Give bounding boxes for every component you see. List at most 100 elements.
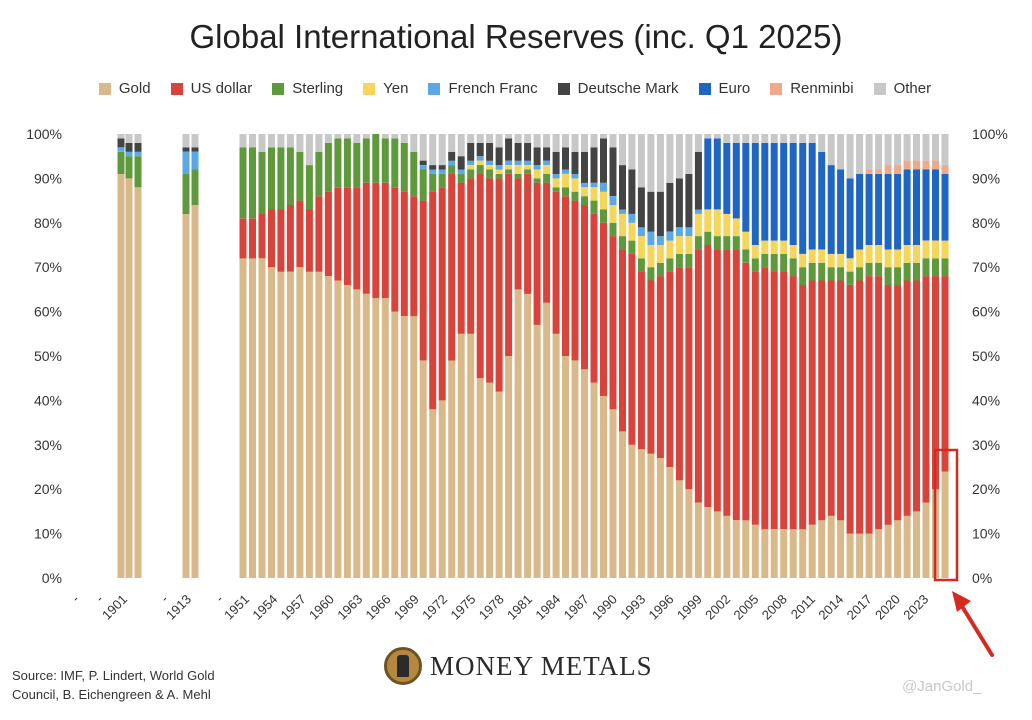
bar-segment-deutsche-mark — [619, 165, 626, 210]
bar-segment-us-dollar — [913, 280, 920, 512]
bar-segment-other — [808, 134, 816, 143]
bar-segment-yen — [846, 258, 854, 272]
x-tick-label: 1960 — [306, 592, 337, 623]
bar-segment-euro — [865, 174, 873, 245]
y-tick-label-left: 10% — [34, 526, 62, 542]
bar-segment-yen — [780, 240, 788, 254]
bar-segment-other — [334, 134, 342, 139]
arrow-head — [952, 591, 971, 612]
bar-segment-other — [410, 134, 418, 152]
bar-segment-gold — [808, 524, 816, 578]
x-tick-label: - — [212, 592, 226, 606]
bar-segment-other — [381, 134, 389, 139]
bar-segment-gold — [268, 267, 275, 578]
bar-segment-sterling — [818, 262, 826, 281]
bar-segment-other — [486, 134, 494, 143]
bar-segment-sterling — [903, 262, 911, 281]
x-tick-label: 1984 — [532, 592, 563, 623]
bar-segment-us-dollar — [656, 276, 664, 459]
bar-segment-us-dollar — [799, 285, 807, 530]
y-tick-label-right: 20% — [972, 481, 1000, 497]
bar-segment-yen — [941, 240, 949, 259]
bar-segment-other — [827, 134, 835, 166]
y-tick-label-left: 70% — [34, 259, 62, 275]
bar-segment-euro — [751, 142, 759, 245]
bar-segment-deutsche-mark — [581, 151, 588, 183]
bar-segment-gold — [922, 502, 930, 578]
bar-segment-other — [770, 134, 778, 143]
bar-segment-renminbi — [941, 165, 949, 174]
y-tick-label-right: 70% — [972, 259, 1000, 275]
bar-segment-other — [134, 134, 142, 143]
bar-segment-french-franc — [675, 227, 683, 237]
bar-segment-other — [400, 134, 408, 143]
bar-segment-us-dollar — [761, 267, 769, 530]
highlight-box — [933, 448, 959, 582]
legend-swatch — [428, 82, 441, 95]
bar-segment-gold — [837, 520, 845, 578]
bar-segment-other — [495, 134, 503, 148]
bar-segment-french-franc — [600, 182, 607, 192]
legend-item-sterling: Sterling — [272, 80, 343, 97]
bar-segment-sterling — [334, 138, 342, 188]
bar-segment-us-dollar — [362, 182, 370, 294]
bar-segment-sterling — [514, 174, 522, 179]
bar-segment-us-dollar — [675, 267, 683, 481]
bar-segment-yen — [865, 245, 873, 263]
bar-segment-gold — [305, 271, 313, 578]
legend-swatch — [698, 82, 711, 95]
bar-segment-euro — [818, 151, 826, 250]
legend-item-euro: Euro — [698, 80, 750, 97]
bar-segment-sterling — [286, 147, 294, 205]
bar-segment-us-dollar — [543, 182, 551, 303]
bar-segment-other — [581, 134, 588, 152]
bar-segment-deutsche-mark — [125, 142, 133, 152]
bar-segment-sterling — [751, 258, 759, 272]
bar-segment-french-franc — [619, 209, 626, 214]
bar-segment-sterling — [827, 267, 835, 281]
bar-segment-gold — [704, 507, 712, 578]
bar-segment-us-dollar — [837, 280, 845, 521]
bar-segment-gold — [372, 298, 380, 578]
x-tick-label: 2017 — [844, 592, 875, 623]
bar-segment-yen — [837, 253, 845, 268]
bar-segment-other — [837, 134, 845, 170]
bar-segment-yen — [713, 209, 721, 237]
bar-segment-other — [125, 134, 133, 143]
bar-segment-other — [685, 134, 693, 174]
bar-segment-gold — [903, 515, 911, 578]
bar-segment-gold — [134, 187, 142, 579]
bar-segment-other — [628, 134, 636, 170]
y-tick-label-right: 30% — [972, 437, 1000, 453]
bar-segment-deutsche-mark — [571, 151, 579, 174]
bar-segment-us-dollar — [609, 236, 617, 410]
bar-segment-us-dollar — [922, 276, 930, 503]
bar-segment-other — [362, 134, 370, 139]
bar-segment-euro — [894, 174, 902, 250]
bar-segment-other — [343, 134, 351, 139]
bar-segment-gold — [448, 360, 456, 578]
bar-segment-other — [258, 134, 266, 152]
bar-segment-us-dollar — [277, 209, 285, 272]
bar-segment-french-franc — [134, 151, 142, 157]
x-tick-label: 1999 — [674, 592, 705, 623]
bar-segment-us-dollar — [685, 267, 693, 490]
x-tick-label: 1913 — [163, 592, 194, 623]
bar-segment-us-dollar — [268, 209, 275, 268]
bar-segment-yen — [761, 240, 769, 254]
bar-segment-us-dollar — [770, 271, 778, 530]
bar-segment-sterling — [675, 253, 683, 268]
bar-segment-other — [239, 134, 247, 148]
bar-segment-deutsche-mark — [438, 165, 446, 170]
source-note: Source: IMF, P. Lindert, World Gold Coun… — [12, 666, 272, 704]
bar-segment-deutsche-mark — [533, 147, 541, 166]
bar-segment-us-dollar — [637, 271, 645, 450]
bar-segment-yen — [656, 245, 664, 263]
bar-segment-sterling — [324, 142, 332, 192]
x-tick-label: 1957 — [278, 592, 309, 623]
bar-segment-yen — [685, 236, 693, 254]
bar-segment-gold — [476, 378, 484, 578]
bar-segment-us-dollar — [258, 213, 266, 259]
watermark: @JanGold_ — [902, 678, 982, 695]
